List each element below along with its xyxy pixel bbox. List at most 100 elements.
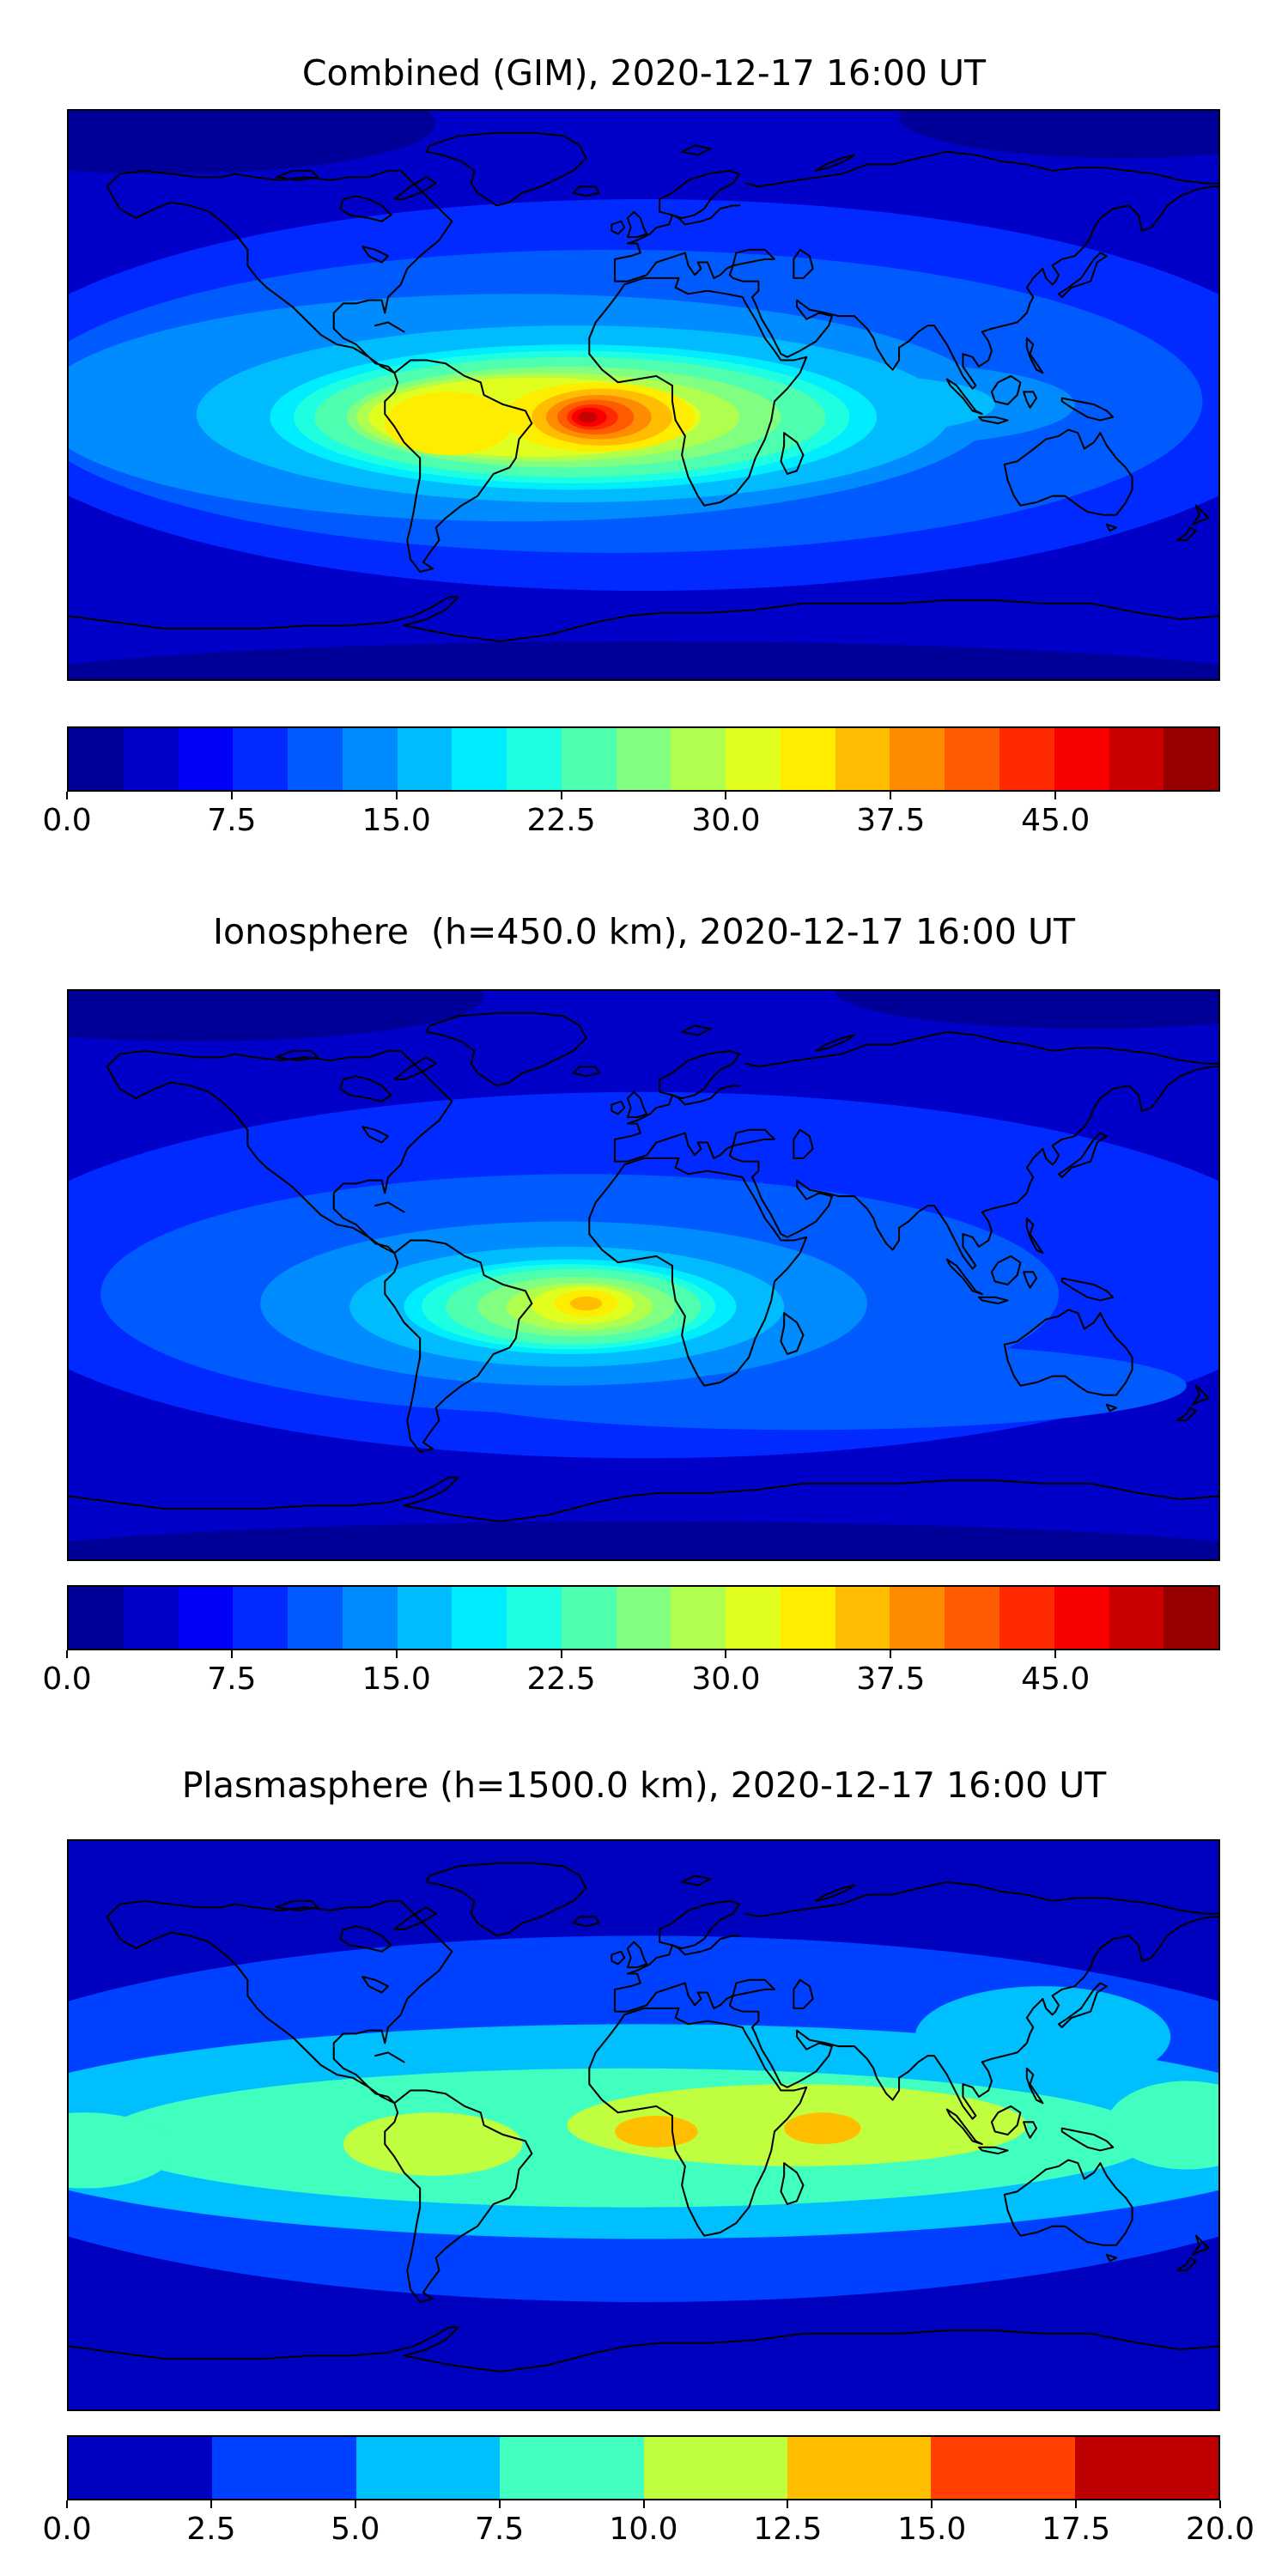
coastline — [744, 1030, 1218, 1068]
colorbar-axis: 0.0 7.5 15.0 22.5 30.0 37.5 45.0 — [42, 792, 1220, 852]
coastline — [681, 1024, 712, 1036]
colorbar-tick — [642, 2500, 645, 2508]
coastline — [393, 1906, 437, 1930]
coastline — [275, 169, 319, 181]
coastline — [614, 204, 741, 260]
colorbar-tick-label: 30.0 — [691, 803, 761, 838]
coastline — [1105, 2253, 1118, 2263]
coastline — [572, 185, 600, 197]
coastline — [361, 246, 389, 264]
colorbar-tick-label: 15.0 — [361, 1662, 431, 1697]
coastline — [425, 1862, 587, 1937]
colorbar-tick — [931, 2500, 933, 2508]
colorbar-tick-label: 7.5 — [207, 1662, 257, 1697]
coastline — [384, 1239, 533, 1453]
colorbar-segment — [671, 1587, 726, 1649]
colorbar-tick-label: 17.5 — [1042, 2512, 1111, 2547]
colorbar-segment — [1054, 1587, 1109, 1649]
colorbar-tick-label: 37.5 — [856, 803, 926, 838]
coastline — [374, 2051, 405, 2063]
coastline — [1003, 1309, 1133, 1396]
panel-title: Ionosphere (h=450.0 km), 2020-12-17 16:0… — [212, 911, 1076, 952]
coastline — [780, 432, 805, 475]
coastline — [1023, 2121, 1038, 2139]
colorbar-segment — [507, 1587, 562, 1649]
coastline — [1058, 1982, 1108, 2029]
coastline — [361, 1976, 389, 1994]
colorbar-segment — [233, 1587, 289, 1649]
coastline — [1060, 2127, 1115, 2152]
coastline — [626, 210, 648, 239]
coastline — [990, 1255, 1022, 1286]
coastline — [588, 2007, 808, 2237]
coastline — [780, 1312, 805, 1355]
colorbar-tick — [1054, 1650, 1057, 1658]
contour-level-region — [343, 2112, 523, 2176]
plasmasphere-world-map — [69, 1841, 1218, 2409]
coastline — [793, 1128, 814, 1159]
colorbar-tick — [354, 2500, 356, 2508]
coastline — [69, 1476, 1218, 1522]
colorbar-tick — [230, 1650, 233, 1658]
contour-level-region — [835, 991, 1218, 1030]
colorbar-segment — [452, 1587, 507, 1649]
coastline — [393, 176, 437, 200]
coastline — [1025, 337, 1044, 374]
coastline — [339, 1925, 392, 1953]
coastline — [611, 1100, 626, 1115]
colorbar-segment — [890, 728, 945, 790]
colorbar-segment — [69, 1587, 124, 1649]
colorbar-segment — [1074, 2437, 1218, 2499]
panel-title: Combined (GIM), 2020-12-17 16:00 UT — [301, 52, 987, 94]
coastline — [978, 416, 1009, 425]
colorbar-tick — [725, 1650, 727, 1658]
coastline — [945, 378, 983, 416]
coastline — [275, 1899, 319, 1911]
colorbar-segment — [212, 2437, 356, 2499]
coastline — [275, 1049, 319, 1061]
colorbar-segment — [233, 728, 289, 790]
colorbar-segment — [69, 728, 124, 790]
colorbar-tick — [498, 2500, 501, 2508]
coastline — [572, 1916, 600, 1928]
coastline — [588, 276, 808, 507]
coastline — [1105, 1403, 1118, 1413]
colorbar-tick — [890, 792, 892, 799]
coastline — [1060, 397, 1115, 422]
colorbar-tick-label: 0.0 — [42, 1662, 92, 1697]
coastline — [780, 2162, 805, 2205]
coastline — [588, 1157, 808, 1387]
colorbar-segment — [1163, 1587, 1219, 1649]
colorbar-tick-label: 0.0 — [42, 2512, 92, 2547]
colorbar-segment — [1109, 1587, 1164, 1649]
colorbar-segment — [1109, 728, 1164, 790]
coastline — [945, 2108, 983, 2146]
colorbar-segment — [835, 728, 890, 790]
coastline — [1058, 1132, 1108, 1179]
coastline — [1192, 504, 1210, 526]
coastline — [1025, 1217, 1044, 1255]
coastline — [614, 1084, 741, 1140]
colorbar-tick-label: 12.5 — [753, 2512, 823, 2547]
colorbar-segment — [726, 728, 781, 790]
colorbar-tick-label: 2.5 — [186, 2512, 236, 2547]
colorbar-segment — [123, 728, 179, 790]
colorbar-segment — [780, 728, 835, 790]
combined-world-map — [69, 111, 1218, 679]
coastline — [1023, 391, 1038, 409]
ionosphere-world-map — [69, 991, 1218, 1559]
coastline — [1176, 526, 1197, 542]
contour-level-region — [69, 111, 436, 174]
colorbar-segment — [288, 728, 343, 790]
contour-level-region — [784, 2112, 861, 2145]
coastline — [659, 169, 741, 220]
colorbar-axis: 0.0 7.5 15.0 22.5 30.0 37.5 45.0 — [42, 1650, 1220, 1710]
colorbar-tick-label: 37.5 — [856, 1662, 926, 1697]
colorbar-segment — [787, 2437, 932, 2499]
colorbar — [67, 1585, 1220, 1650]
colorbar-tick-label: 15.0 — [897, 2512, 967, 2547]
colorbar — [67, 2435, 1220, 2500]
coastline — [1176, 1406, 1197, 1422]
coastline — [374, 1201, 405, 1213]
contour-level-region — [1106, 2081, 1218, 2170]
